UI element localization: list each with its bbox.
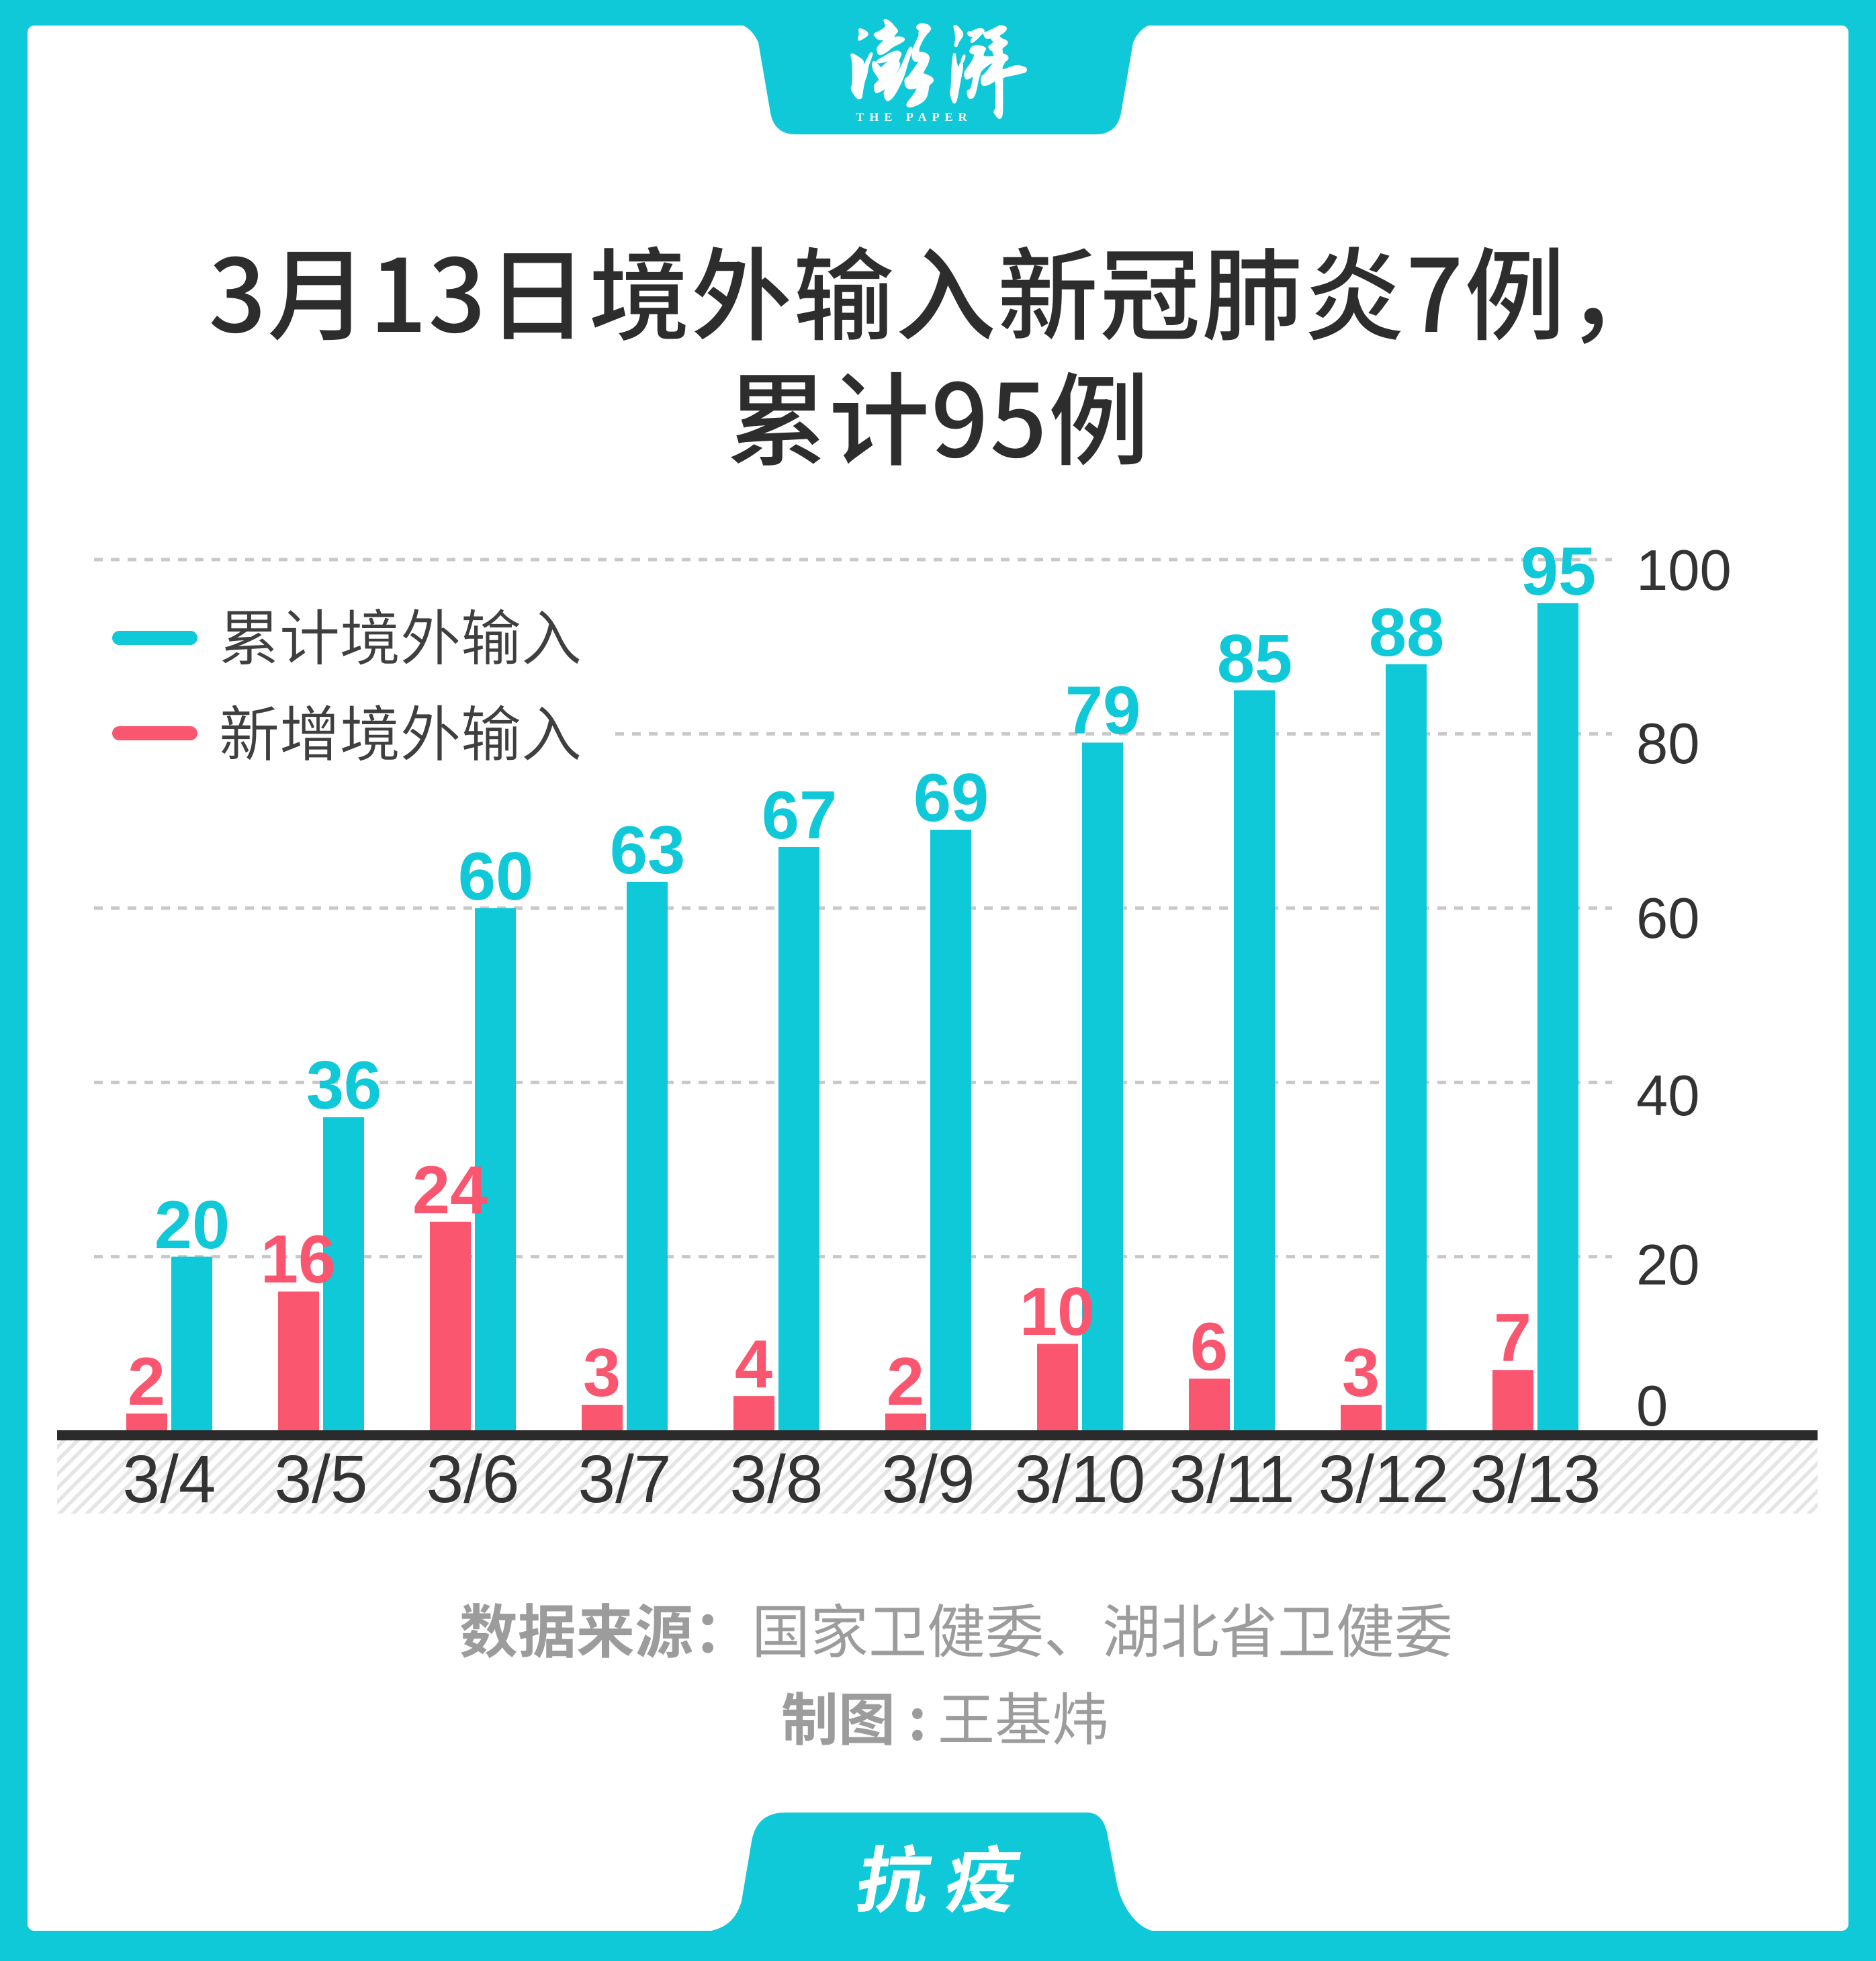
- svg-text:3: 3: [1342, 1336, 1380, 1411]
- svg-text:3/11: 3/11: [1169, 1442, 1294, 1517]
- svg-text:24: 24: [412, 1153, 488, 1228]
- svg-text:3/8: 3/8: [729, 1442, 823, 1517]
- svg-text:88: 88: [1369, 595, 1444, 670]
- svg-text:95: 95: [1521, 534, 1596, 609]
- svg-text:20: 20: [1636, 1233, 1700, 1297]
- svg-text:100: 100: [1636, 539, 1732, 603]
- svg-text:85: 85: [1217, 621, 1292, 697]
- svg-text:3: 3: [583, 1336, 621, 1411]
- svg-text:3/13: 3/13: [1470, 1442, 1601, 1517]
- svg-text:60: 60: [1636, 887, 1700, 951]
- svg-text:2: 2: [887, 1344, 924, 1420]
- svg-text:79: 79: [1065, 673, 1141, 748]
- svg-text:3/4: 3/4: [122, 1442, 216, 1517]
- svg-text:7: 7: [1494, 1301, 1531, 1376]
- svg-text:0: 0: [1636, 1375, 1668, 1438]
- svg-text:THE PAPER: THE PAPER: [856, 110, 972, 124]
- svg-text:3/10: 3/10: [1015, 1442, 1146, 1517]
- svg-text:10: 10: [1020, 1274, 1095, 1350]
- svg-text:36: 36: [306, 1048, 382, 1123]
- svg-text:2: 2: [128, 1344, 165, 1420]
- svg-text:80: 80: [1636, 712, 1700, 776]
- svg-text:16: 16: [261, 1222, 336, 1297]
- svg-text:3/7: 3/7: [578, 1442, 671, 1517]
- svg-text:20: 20: [154, 1188, 230, 1263]
- svg-text:67: 67: [762, 778, 837, 853]
- svg-text:3/5: 3/5: [274, 1442, 367, 1517]
- svg-text:3/9: 3/9: [881, 1442, 975, 1517]
- svg-text:4: 4: [735, 1327, 772, 1402]
- svg-text:6: 6: [1190, 1309, 1228, 1385]
- svg-text:69: 69: [913, 760, 989, 836]
- svg-text:3/12: 3/12: [1319, 1442, 1449, 1517]
- svg-text:40: 40: [1636, 1064, 1700, 1128]
- svg-text:3/6: 3/6: [426, 1442, 519, 1517]
- svg-text:60: 60: [458, 839, 533, 914]
- svg-text:63: 63: [610, 813, 685, 888]
